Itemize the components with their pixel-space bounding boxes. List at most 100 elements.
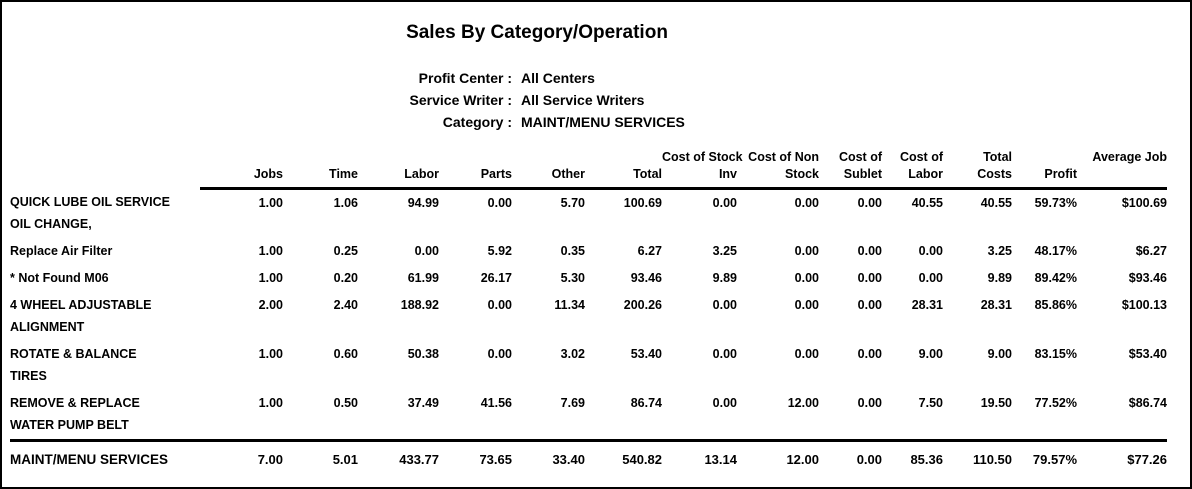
cell-value: $6.27: [1135, 243, 1167, 258]
filter-label-profit-center: Profit Center :: [418, 70, 512, 86]
total-row: MAINT/MENU SERVICES 7.00 5.01 433.77 73.65 33…: [10, 438, 1167, 467]
report-filters: Profit Center : All Centers Service Writ…: [2, 68, 1190, 133]
cell-value: 0.00: [794, 297, 819, 312]
table-row: QUICK LUBE OIL SERVICE OIL CHANGE, 1.00 1.0…: [10, 189, 1167, 238]
column-header-line1: [512, 149, 585, 166]
cell-value: 0.00: [794, 346, 819, 361]
cell-value: 12.00: [787, 395, 819, 410]
cell-value: 28.31: [980, 297, 1012, 312]
row-name-line: WATER PUMP BELT: [10, 417, 129, 432]
filter-label-service-writer: Service Writer :: [409, 92, 512, 108]
table-row: ROTATE & BALANCE TIRES 1.00 0.60 50.38 0.00 3.…: [10, 341, 1167, 390]
cell-value: 6.27: [637, 243, 662, 258]
cell-value: $100.69: [1121, 196, 1167, 210]
row-name: * Not Found M06: [10, 265, 200, 292]
column-header: [1077, 166, 1167, 190]
column-header: Other: [512, 166, 585, 190]
cell-value: 0.00: [712, 346, 737, 361]
cell-value: 0.35: [560, 243, 585, 258]
cell-value: 0.00: [414, 243, 439, 258]
total-cell-value: 33.40: [512, 438, 585, 467]
report-title: Sales By Category/Operation: [406, 22, 668, 43]
column-header-line1: Cost of: [899, 150, 943, 164]
total-cell-value: 12.00: [737, 438, 819, 467]
cell-value: 61.99: [407, 270, 439, 285]
cell-value: 83.15%: [1034, 346, 1077, 361]
cell-value: $93.46: [1128, 270, 1167, 285]
column-header-line1: [283, 149, 358, 166]
cell-value: 3.02: [560, 346, 585, 361]
header-row-line1: Cost of Stock Cost of Non Cost of Cost of To…: [10, 149, 1167, 166]
cell-value: 5.92: [487, 243, 512, 258]
cell-value: 0.00: [487, 297, 512, 312]
row-name-line: OIL CHANGE,: [10, 216, 92, 231]
row-name: ROTATE & BALANCE TIRES: [10, 341, 200, 390]
cell-value: 3.25: [987, 243, 1012, 258]
row-name: Replace Air Filter: [10, 238, 200, 265]
cell-value: 0.50: [333, 395, 358, 410]
cell-value: 86.74: [630, 395, 662, 410]
column-header: Profit: [1012, 166, 1077, 190]
row-name: QUICK LUBE OIL SERVICE OIL CHANGE,: [10, 189, 200, 238]
total-cell-value: 7.00: [200, 438, 283, 467]
cell-value: 0.00: [857, 395, 882, 410]
row-name-line: TIRES: [10, 368, 47, 383]
cell-value: 0.00: [857, 346, 882, 361]
row-name-line: * Not Found M06: [10, 270, 109, 285]
cell-value: 93.46: [630, 270, 662, 285]
cell-value: 89.42%: [1034, 270, 1077, 285]
cell-value: 1.00: [258, 395, 283, 410]
column-header: Time: [283, 166, 358, 190]
total-cell-value: 0.00: [819, 438, 882, 467]
row-name-line: Replace Air Filter: [10, 243, 113, 258]
cell-value: 0.00: [487, 196, 512, 210]
cell-value: 2.40: [333, 297, 358, 312]
cell-value: 1.00: [258, 196, 283, 210]
total-row-name: MAINT/MENU SERVICES: [10, 438, 200, 467]
total-cell-value: 85.36: [882, 438, 943, 467]
cell-value: 0.25: [333, 243, 358, 258]
cell-value: 5.70: [560, 196, 585, 210]
cell-value: 48.17%: [1034, 243, 1077, 258]
column-header-line1: Average Job: [1092, 150, 1167, 164]
cell-value: 37.49: [407, 395, 439, 410]
table-row: * Not Found M06 1.00 0.20 61.99 26.17 5.30 93.…: [10, 265, 1167, 292]
cell-value: 0.00: [918, 243, 943, 258]
cell-value: 0.00: [794, 270, 819, 285]
cell-value: 1.00: [258, 270, 283, 285]
cell-value: 0.00: [857, 243, 882, 258]
cell-value: 9.89: [987, 270, 1012, 285]
column-header-line1: [200, 149, 283, 166]
column-header: Stock: [737, 166, 819, 190]
cell-value: $53.40: [1128, 346, 1167, 361]
cell-value: 0.00: [857, 196, 882, 210]
column-header-line1: [585, 149, 662, 166]
cell-value: 0.00: [712, 297, 737, 312]
table-body: QUICK LUBE OIL SERVICE OIL CHANGE, 1.00 1.0…: [10, 189, 1167, 441]
cell-value: 9.89: [712, 270, 737, 285]
cell-value: 1.06: [333, 196, 358, 210]
cell-value: 2.00: [258, 297, 283, 312]
cell-value: $100.13: [1121, 297, 1167, 312]
cell-value: 7.50: [918, 395, 943, 410]
column-header: Jobs: [200, 166, 283, 190]
table-header: Cost of Stock Cost of Non Cost of Cost of To…: [10, 149, 1167, 190]
row-name-line: 4 WHEEL ADJUSTABLE: [10, 297, 152, 312]
total-cell-value: 73.65: [439, 438, 512, 467]
table-footer: MAINT/MENU SERVICES 7.00 5.01 433.77 73.65 33…: [10, 438, 1167, 467]
cell-value: 100.69: [623, 196, 662, 210]
row-name-line: ALIGNMENT: [10, 319, 85, 334]
cell-value: 19.50: [980, 395, 1012, 410]
cell-value: 26.17: [480, 270, 512, 285]
column-header-spacer: [10, 166, 200, 189]
cell-value: 0.00: [918, 270, 943, 285]
cell-value: 53.40: [630, 346, 662, 361]
header-row-line2: Jobs Time Labor Parts Other Total Inv Stock Subl…: [10, 166, 1167, 190]
filter-value-service-writer: All Service Writers: [521, 92, 645, 108]
cell-value: 0.00: [857, 270, 882, 285]
total-cell-value: 13.14: [662, 438, 737, 467]
cell-value: $86.74: [1128, 395, 1167, 410]
cell-value: 0.00: [857, 297, 882, 312]
cell-value: 0.60: [333, 346, 358, 361]
column-header-spacer: [10, 149, 200, 166]
